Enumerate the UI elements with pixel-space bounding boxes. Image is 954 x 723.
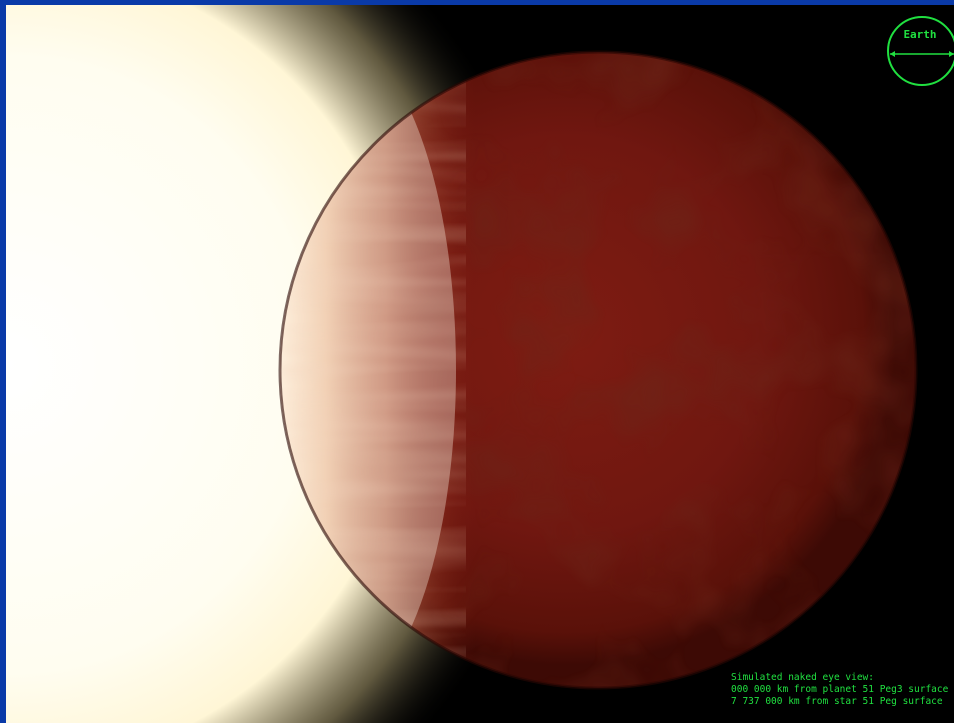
view-caption: Simulated naked eye view: 000 000 km from… (731, 672, 948, 708)
caption-line-star-distance: 7 737 000 km from star 51 Peg surface (731, 696, 943, 707)
planet-limb (278, 50, 918, 690)
scale-label: Earth (903, 28, 937, 41)
caption-line-view: Simulated naked eye view: (731, 672, 874, 683)
earth-scale-circle-icon (887, 16, 954, 86)
planet-51-peg-b (280, 52, 916, 688)
space-scene (6, 5, 954, 723)
caption-line-planet-distance: 000 000 km from planet 51 Peg3 surface (731, 684, 949, 695)
earth-scale-badge: Earth (886, 11, 954, 91)
render-viewport: Earth Simulated naked eye view: 000 000 k… (6, 5, 954, 723)
